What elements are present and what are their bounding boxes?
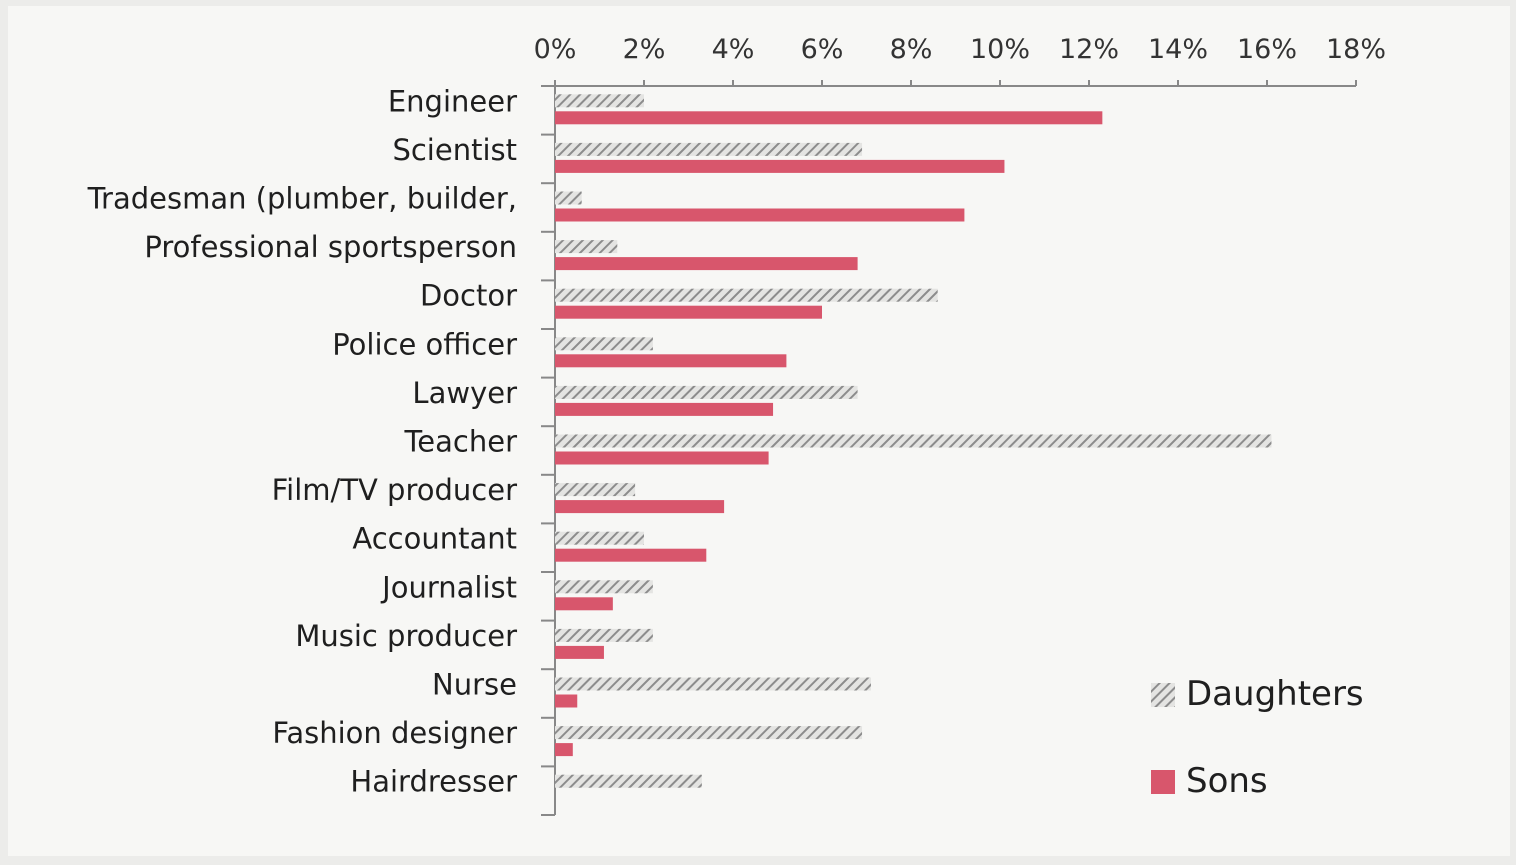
bar-sons xyxy=(555,743,573,757)
bar-sons xyxy=(555,645,604,659)
bar-daughters xyxy=(555,337,653,351)
category-label: Scientist xyxy=(392,133,517,167)
category-label: Police officer xyxy=(332,327,517,361)
bar-daughters xyxy=(555,191,582,205)
x-tick-label: 2% xyxy=(623,34,666,65)
bar-daughters xyxy=(555,483,636,497)
bar-daughters xyxy=(555,531,644,545)
bar-sons xyxy=(555,159,1005,173)
category-label: Fashion designer xyxy=(272,716,517,750)
x-tick-label: 14% xyxy=(1148,34,1208,65)
category-label: Nurse xyxy=(432,668,517,702)
bar-daughters xyxy=(555,142,863,156)
x-tick-label: 12% xyxy=(1059,34,1119,65)
x-tick-label: 18% xyxy=(1326,34,1386,65)
category-label: Teacher xyxy=(404,425,518,459)
legend-swatch xyxy=(1151,683,1175,707)
bar-sons xyxy=(555,694,578,708)
x-tick-label: 4% xyxy=(712,34,755,65)
bar-daughters xyxy=(555,677,871,691)
x-tick-label: 16% xyxy=(1237,34,1297,65)
category-label: Journalist xyxy=(380,570,517,604)
category-label: Engineer xyxy=(388,84,517,118)
bar-sons xyxy=(555,500,725,514)
x-tick-label: 6% xyxy=(801,34,844,65)
bar-sons xyxy=(555,354,787,368)
category-label: Professional sportsperson xyxy=(144,230,517,264)
category-label: Music producer xyxy=(295,619,517,653)
bar-daughters xyxy=(555,726,863,740)
bar-sons xyxy=(555,208,965,222)
x-tick-label: 10% xyxy=(970,34,1030,65)
category-label: Film/TV producer xyxy=(272,473,517,507)
bar-daughters xyxy=(555,94,644,108)
bar-daughters xyxy=(555,434,1272,448)
category-label: Accountant xyxy=(352,522,517,556)
bar-sons xyxy=(555,402,774,416)
category-label: Tradesman (plumber, builder, xyxy=(87,182,517,216)
bar-sons xyxy=(555,111,1103,125)
x-tick-label: 8% xyxy=(890,34,933,65)
bar-daughters xyxy=(555,628,653,642)
category-label: Doctor xyxy=(420,279,517,313)
bar-daughters xyxy=(555,288,938,302)
legend-swatch xyxy=(1151,770,1175,794)
bar-daughters xyxy=(555,385,858,399)
bar-sons xyxy=(555,451,769,465)
bar-sons xyxy=(555,548,707,562)
legend-label: Daughters xyxy=(1186,674,1364,714)
bar-sons xyxy=(555,597,613,611)
legend-label: Sons xyxy=(1186,761,1268,801)
bar-sons xyxy=(555,305,822,319)
category-label: Lawyer xyxy=(412,376,517,410)
x-tick-label: 0% xyxy=(534,34,577,65)
bar-daughters xyxy=(555,774,702,788)
category-label: Hairdresser xyxy=(350,765,517,799)
bar-daughters xyxy=(555,240,618,254)
bar-sons xyxy=(555,257,858,271)
bar-daughters xyxy=(555,580,653,594)
